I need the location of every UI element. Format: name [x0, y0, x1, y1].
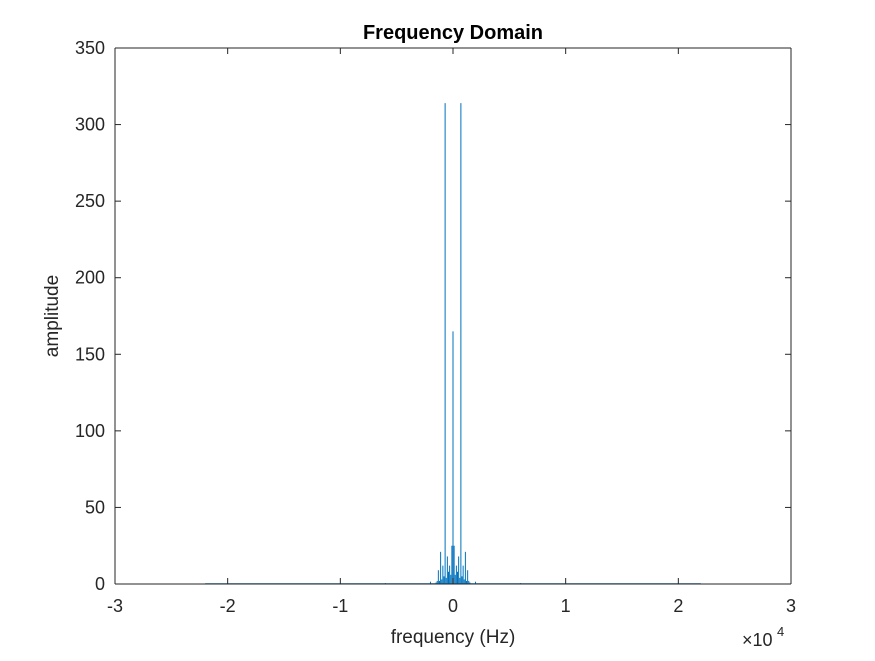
y-tick-label: 300 — [75, 115, 105, 135]
y-tick-label: 350 — [75, 38, 105, 58]
y-tick-label: 50 — [85, 497, 105, 517]
x-tick-label: -1 — [332, 596, 348, 616]
x-tick-label: -3 — [107, 596, 123, 616]
x-tick-label: 0 — [448, 596, 458, 616]
y-tick-label: 150 — [75, 344, 105, 364]
x-tick-label: -2 — [220, 596, 236, 616]
y-tick-label: 0 — [95, 574, 105, 594]
y-tick-label: 250 — [75, 191, 105, 211]
y-tick-label: 200 — [75, 268, 105, 288]
y-axis-label: amplitude — [42, 275, 63, 357]
x-exponent-power: 4 — [777, 624, 784, 639]
x-axis-label: frequency (Hz) — [391, 627, 516, 648]
y-tick-label: 100 — [75, 421, 105, 441]
x-tick-label: 3 — [786, 596, 796, 616]
axes-layer: -3 -2 -1 0 1 2 3 0 50 100 150 200 250 300 350 — [75, 38, 796, 616]
x-tick-label: 1 — [561, 596, 571, 616]
x-tick-label: 2 — [673, 596, 683, 616]
x-exponent-label: ×10 — [742, 630, 773, 650]
chart-title: Frequency Domain — [363, 22, 543, 44]
